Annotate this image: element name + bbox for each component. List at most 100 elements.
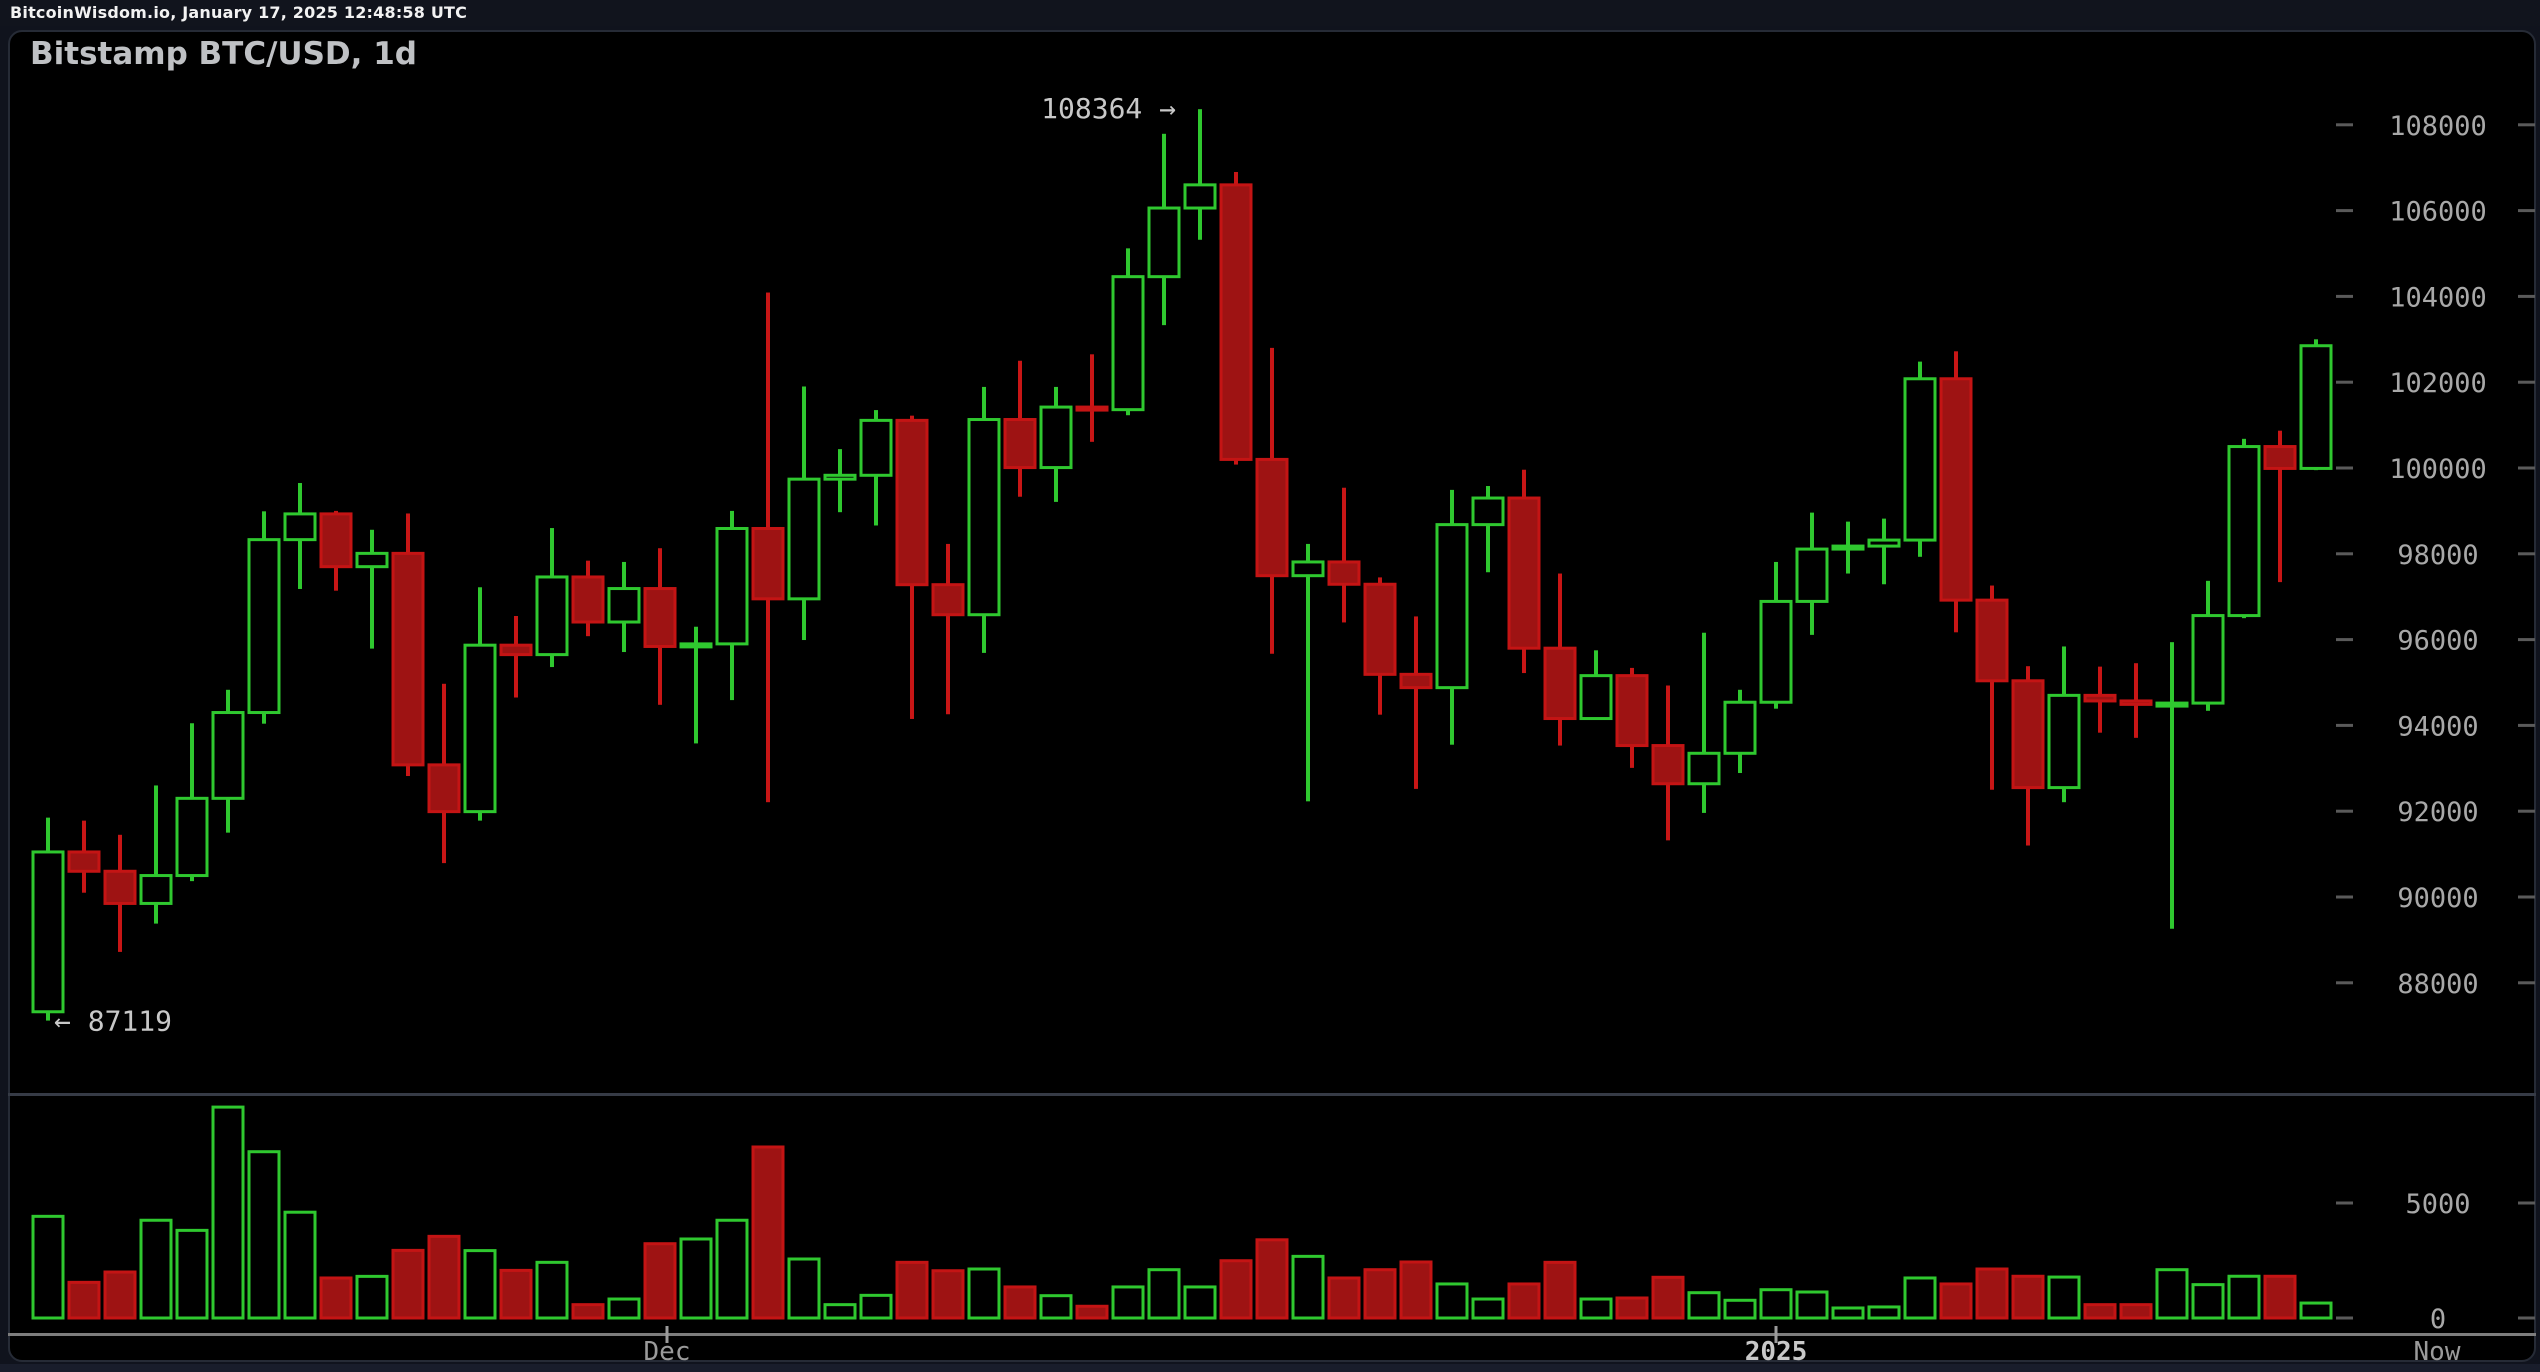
price-tick-dash: [2518, 466, 2535, 470]
price-axis-label: 90000: [2397, 883, 2478, 914]
candle-body-down: [643, 587, 677, 648]
x-axis-line: [8, 1333, 2536, 1336]
candle-body-down: [1219, 183, 1253, 461]
volume-tick-dash: [2518, 1316, 2535, 1320]
volume-bar: [1147, 1268, 1181, 1320]
volume-bar: [823, 1303, 857, 1320]
price-tick-dash: [2336, 294, 2353, 298]
volume-bar: [715, 1218, 749, 1320]
candle-body-up: [175, 796, 209, 878]
candle-body-down: [1975, 598, 2009, 683]
candle-body-up: [1795, 547, 1829, 603]
candle-wick: [1882, 518, 1886, 585]
volume-bar: [2119, 1303, 2153, 1320]
volume-bar: [2191, 1283, 2225, 1320]
price-tick-dash: [2518, 895, 2535, 899]
volume-bar: [859, 1293, 893, 1320]
volume-bar: [1399, 1260, 1433, 1320]
candle-body-down: [499, 643, 533, 657]
month-tick: [665, 1326, 669, 1343]
price-tick-dash: [2336, 123, 2353, 127]
candle-wick: [370, 529, 374, 649]
candle-body-down: [1651, 744, 1685, 786]
candle-body-up: [211, 711, 245, 800]
volume-bar: [2263, 1274, 2297, 1320]
candle-body-down: [1615, 674, 1649, 748]
candle-wick: [1342, 487, 1346, 623]
candle-body-up: [967, 418, 1001, 617]
volume-bar: [1939, 1282, 1973, 1320]
candle-body-up: [1759, 599, 1793, 704]
candle-body-down: [751, 526, 785, 601]
price-axis-label: 94000: [2397, 711, 2478, 742]
candle-wick: [1486, 486, 1490, 573]
candle-body-up: [1903, 377, 1937, 542]
volume-bar: [1363, 1268, 1397, 1320]
volume-bar: [1219, 1259, 1253, 1320]
candle-body-up: [1111, 275, 1145, 412]
volume-bar: [2011, 1274, 2045, 1320]
candle-body-down: [1399, 672, 1433, 690]
volume-bar: [2155, 1268, 2189, 1320]
volume-bar: [1435, 1282, 1469, 1320]
price-tick-dash: [2336, 981, 2353, 985]
candle-body-up: [1147, 206, 1181, 279]
volume-bar: [139, 1218, 173, 1320]
candle-body-up: [1039, 405, 1073, 470]
volume-bar: [2299, 1301, 2333, 1320]
volume-axis-label: 5000: [2405, 1189, 2470, 1220]
price-tick-dash: [2518, 209, 2535, 213]
volume-bar: [1255, 1238, 1289, 1320]
price-axis-label: 102000: [2389, 368, 2487, 399]
volume-bar: [931, 1269, 965, 1320]
candle-wick: [514, 616, 518, 698]
candle-wick: [946, 543, 950, 715]
price-tick-dash: [2518, 809, 2535, 813]
candle-body-up: [247, 538, 281, 715]
volume-bar: [1291, 1254, 1325, 1320]
candle-wick: [1990, 585, 1994, 790]
candle-body-down: [1003, 418, 1037, 470]
header-timestamp: BitcoinWisdom.io, January 17, 2025 12:48…: [10, 3, 468, 22]
candle-body-up: [1471, 496, 1505, 527]
price-tick-dash: [2518, 294, 2535, 298]
volume-bar: [967, 1267, 1001, 1320]
volume-bar: [1759, 1288, 1793, 1320]
volume-bar: [1039, 1294, 1073, 1320]
volume-bar: [31, 1214, 65, 1320]
price-tick-dash: [2518, 123, 2535, 127]
price-tick-dash: [2336, 809, 2353, 813]
candle-body-up: [1723, 700, 1757, 755]
candle-body-down: [1327, 560, 1361, 586]
volume-bar: [1471, 1297, 1505, 1320]
candle-body-down: [2263, 445, 2297, 470]
candle-body-down: [391, 551, 425, 767]
x-axis-label-dec: Dec: [644, 1337, 691, 1367]
candle-body-up: [31, 850, 65, 1014]
candle-body-down: [1075, 405, 1109, 412]
price-axis-label: 88000: [2397, 969, 2478, 1000]
chart-title: Bitstamp BTC/USD, 1d: [30, 36, 417, 72]
candle-body-down: [2119, 699, 2153, 706]
candle-wick: [154, 785, 158, 924]
candle-body-down: [67, 850, 101, 873]
price-axis-label: 104000: [2389, 282, 2487, 313]
volume-bar: [1003, 1285, 1037, 1320]
candle-wick: [2170, 642, 2174, 929]
volume-tick-dash: [2336, 1316, 2353, 1320]
price-tick-dash: [2518, 552, 2535, 556]
price-tick-dash: [2336, 895, 2353, 899]
candle-body-down: [1363, 582, 1397, 676]
volume-bar: [247, 1150, 281, 1320]
price-tick-dash: [2518, 638, 2535, 642]
candle-body-down: [1507, 496, 1541, 650]
volume-bar: [2227, 1274, 2261, 1320]
candle-body-up: [463, 643, 497, 814]
price-tick-dash: [2518, 981, 2535, 985]
candle-body-up: [859, 418, 893, 477]
volume-bar: [895, 1260, 929, 1320]
candle-body-up: [679, 642, 713, 649]
candle-body-up: [823, 473, 857, 481]
candle-body-down: [1255, 457, 1289, 578]
